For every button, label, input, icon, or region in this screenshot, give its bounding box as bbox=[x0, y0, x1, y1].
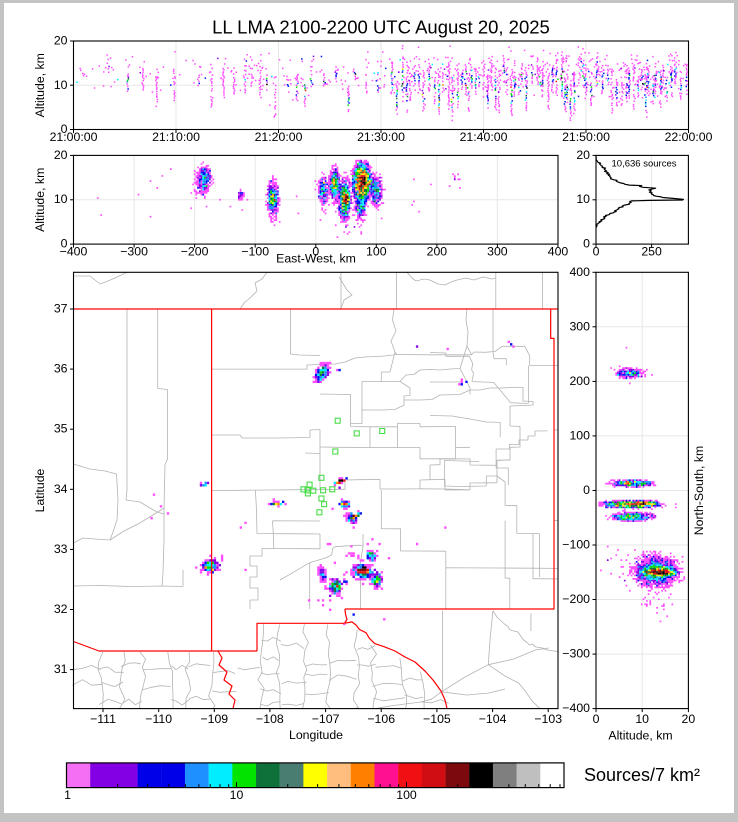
svg-text:−300: −300 bbox=[562, 647, 590, 661]
svg-text:−110: −110 bbox=[145, 712, 172, 726]
svg-text:21:20:00: 21:20:00 bbox=[255, 130, 303, 144]
svg-text:−200: −200 bbox=[181, 245, 209, 259]
svg-text:100: 100 bbox=[366, 245, 387, 259]
svg-text:21:00:00: 21:00:00 bbox=[50, 130, 98, 144]
svg-text:31: 31 bbox=[54, 662, 68, 676]
svg-text:100: 100 bbox=[569, 428, 590, 442]
svg-text:1: 1 bbox=[64, 788, 71, 802]
svg-text:North-South, km: North-South, km bbox=[692, 446, 706, 536]
svg-text:Latitude: Latitude bbox=[33, 468, 47, 512]
svg-text:21:30:00: 21:30:00 bbox=[357, 130, 405, 144]
svg-text:10: 10 bbox=[54, 192, 68, 206]
svg-text:0: 0 bbox=[593, 712, 600, 726]
svg-text:Altitude, km: Altitude, km bbox=[33, 168, 47, 232]
svg-text:East-West, km: East-West, km bbox=[276, 252, 356, 266]
svg-text:10: 10 bbox=[230, 788, 244, 802]
svg-text:22:00:00: 22:00:00 bbox=[665, 130, 713, 144]
svg-text:0: 0 bbox=[583, 237, 590, 251]
svg-text:20: 20 bbox=[54, 148, 68, 162]
svg-text:−111: −111 bbox=[90, 712, 116, 726]
svg-text:−400: −400 bbox=[562, 701, 590, 715]
svg-text:21:50:00: 21:50:00 bbox=[562, 130, 610, 144]
svg-text:−100: −100 bbox=[562, 538, 590, 552]
svg-text:10: 10 bbox=[54, 78, 68, 92]
svg-text:−103: −103 bbox=[534, 712, 562, 726]
svg-text:35: 35 bbox=[54, 422, 68, 436]
svg-text:400: 400 bbox=[548, 245, 569, 259]
svg-text:10: 10 bbox=[576, 192, 590, 206]
svg-text:400: 400 bbox=[569, 265, 590, 279]
svg-text:20: 20 bbox=[54, 34, 68, 48]
svg-text:−300: −300 bbox=[120, 245, 148, 259]
svg-text:−109: −109 bbox=[200, 712, 228, 726]
svg-text:37: 37 bbox=[54, 302, 68, 316]
svg-text:200: 200 bbox=[427, 245, 448, 259]
svg-text:21:40:00: 21:40:00 bbox=[460, 130, 508, 144]
svg-text:−107: −107 bbox=[312, 712, 340, 726]
svg-text:33: 33 bbox=[54, 542, 68, 556]
svg-text:34: 34 bbox=[54, 482, 68, 496]
svg-text:−108: −108 bbox=[256, 712, 284, 726]
svg-text:300: 300 bbox=[569, 319, 590, 333]
svg-text:−104: −104 bbox=[479, 712, 507, 726]
svg-text:32: 32 bbox=[54, 602, 68, 616]
svg-text:0: 0 bbox=[61, 122, 68, 136]
svg-text:0: 0 bbox=[593, 245, 600, 259]
svg-text:300: 300 bbox=[487, 245, 508, 259]
svg-text:Altitude, km: Altitude, km bbox=[608, 729, 672, 743]
svg-text:20: 20 bbox=[682, 712, 696, 726]
svg-text:−400: −400 bbox=[60, 245, 88, 259]
svg-text:10: 10 bbox=[635, 712, 649, 726]
svg-text:Sources/7 km²: Sources/7 km² bbox=[584, 765, 700, 785]
svg-text:0: 0 bbox=[583, 483, 590, 497]
svg-text:10,636 sources: 10,636 sources bbox=[612, 159, 677, 170]
svg-text:−100: −100 bbox=[241, 245, 269, 259]
svg-text:−200: −200 bbox=[562, 592, 590, 606]
svg-text:100: 100 bbox=[396, 788, 417, 802]
svg-text:LL LMA 2100-2200 UTC August 20: LL LMA 2100-2200 UTC August 20, 2025 bbox=[212, 17, 550, 38]
svg-text:0: 0 bbox=[61, 237, 68, 251]
svg-text:20: 20 bbox=[576, 148, 590, 162]
svg-text:−106: −106 bbox=[367, 712, 395, 726]
svg-text:200: 200 bbox=[569, 374, 590, 388]
svg-text:21:10:00: 21:10:00 bbox=[152, 130, 200, 144]
svg-text:Longitude: Longitude bbox=[289, 728, 343, 742]
svg-text:250: 250 bbox=[641, 245, 662, 259]
svg-text:Altitude, km: Altitude, km bbox=[33, 53, 47, 117]
svg-text:−105: −105 bbox=[423, 712, 451, 726]
svg-text:36: 36 bbox=[54, 362, 68, 376]
svg-text:0: 0 bbox=[312, 245, 319, 259]
